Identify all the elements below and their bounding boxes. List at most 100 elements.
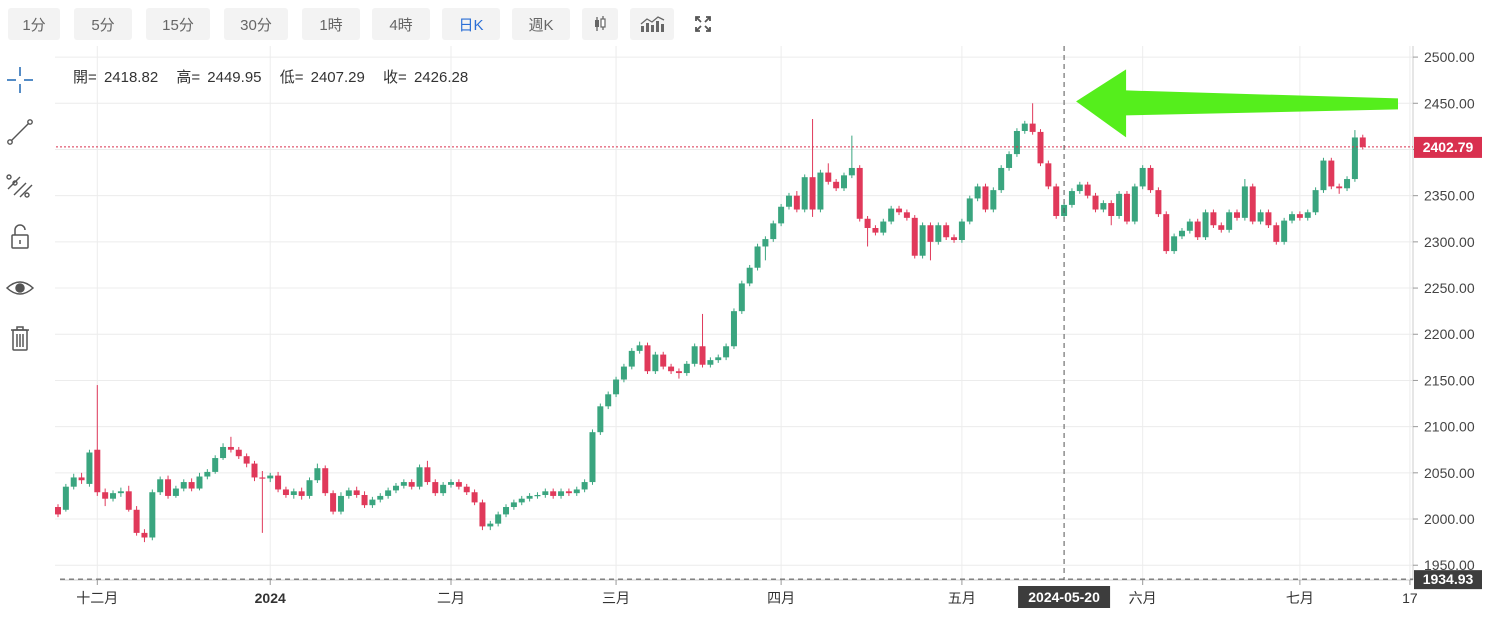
candle-up xyxy=(730,308,737,350)
candle-down xyxy=(943,222,950,241)
y-tick-label: 2450.00 xyxy=(1424,95,1475,111)
candle-down xyxy=(699,313,706,368)
candle-up xyxy=(440,482,447,496)
candle-up xyxy=(1006,151,1013,171)
candle-up xyxy=(990,187,997,213)
trash-icon[interactable] xyxy=(2,320,38,356)
candle-up xyxy=(998,165,1005,193)
candlestick-style-icon[interactable] xyxy=(582,8,618,40)
crosshair-icon[interactable] xyxy=(2,62,38,98)
candle-body xyxy=(503,507,510,515)
unlock-icon[interactable] xyxy=(2,218,38,254)
candle-down xyxy=(1336,183,1343,194)
timeframe-1min-button[interactable]: 1分 xyxy=(8,8,60,40)
candle-body xyxy=(1265,212,1272,226)
candle-body xyxy=(691,346,698,364)
candle-down xyxy=(1155,187,1162,217)
candle-body xyxy=(888,208,895,222)
candles xyxy=(55,103,1366,543)
candle-body xyxy=(880,221,887,233)
candle-body xyxy=(675,371,682,374)
candle-down xyxy=(1123,191,1130,225)
candle-body xyxy=(762,239,769,247)
candle-down xyxy=(1163,211,1170,254)
candle-body xyxy=(785,195,792,207)
candle-up xyxy=(581,479,588,493)
x-tick-label: 17 xyxy=(1402,590,1418,606)
candle-body xyxy=(644,345,651,372)
candle-up xyxy=(974,183,981,202)
x-tick-label: 十二月 xyxy=(76,590,118,606)
close-value: 2426.28 xyxy=(414,69,468,86)
timeframe-15min-button[interactable]: 15分 xyxy=(146,8,210,40)
candle-up xyxy=(605,391,612,410)
candle-down xyxy=(141,529,148,543)
candle-body xyxy=(856,167,863,219)
candle-up xyxy=(1186,218,1193,234)
timeframe-30min-button[interactable]: 30分 xyxy=(224,8,288,40)
candle-body xyxy=(573,489,580,494)
low-label: 低= xyxy=(280,69,304,86)
candle-down xyxy=(872,225,879,236)
candle-up xyxy=(558,488,565,499)
candle-down xyxy=(227,436,234,453)
y-tick-label: 2150.00 xyxy=(1424,372,1475,388)
candle-up xyxy=(754,243,761,271)
candle-body xyxy=(361,495,368,506)
open-value: 2418.82 xyxy=(104,69,158,86)
candle-body xyxy=(1312,190,1319,213)
candle-down xyxy=(1265,209,1272,229)
candle-body xyxy=(801,177,808,210)
candle-body xyxy=(94,449,101,493)
candle-down xyxy=(1029,103,1036,135)
candle-up xyxy=(652,351,659,374)
timeframe-daily-button[interactable]: 日K xyxy=(442,8,500,40)
candle-up xyxy=(746,264,753,287)
candle-up xyxy=(337,492,344,515)
candle-body xyxy=(110,493,117,499)
candle-body xyxy=(1068,191,1075,205)
candle-up xyxy=(212,455,219,474)
fib-tools-icon[interactable] xyxy=(2,166,38,202)
candle-up xyxy=(636,341,643,354)
timeframe-weekly-button[interactable]: 週K xyxy=(512,8,570,40)
candle-body xyxy=(1100,203,1107,210)
candle-body xyxy=(172,488,179,496)
candle-body xyxy=(1210,212,1217,226)
candle-body xyxy=(927,225,934,242)
candle-body xyxy=(243,456,250,464)
candle-body xyxy=(620,366,627,380)
candle-up xyxy=(1171,233,1178,254)
candle-down xyxy=(1234,209,1240,221)
low-price-tag-label: 1934.93 xyxy=(1423,571,1474,587)
candle-body xyxy=(212,458,219,472)
candle-body xyxy=(227,446,234,450)
candle-body xyxy=(966,198,973,222)
x-tick-label: 2024 xyxy=(255,590,286,606)
trend-line-icon[interactable] xyxy=(2,114,38,150)
ohlc-readout: 開= 2418.82 高= 2449.95 低= 2407.29 收= 2426… xyxy=(73,69,468,86)
candle-body xyxy=(204,471,211,477)
candle-body xyxy=(943,225,950,238)
candle-down xyxy=(1092,192,1099,213)
candle-body xyxy=(1029,123,1036,132)
fullscreen-icon[interactable] xyxy=(684,8,722,40)
candle-body xyxy=(487,523,494,527)
eye-icon[interactable] xyxy=(2,270,38,306)
timeframe-4h-button[interactable]: 4時 xyxy=(372,8,430,40)
candle-down xyxy=(125,485,132,512)
x-tick-label: 五月 xyxy=(948,590,976,606)
timeframe-5min-button[interactable]: 5分 xyxy=(74,8,132,40)
candle-up xyxy=(1202,209,1209,241)
candle-body xyxy=(70,477,77,487)
candle-body xyxy=(668,366,675,372)
timeframe-1h-button[interactable]: 1時 xyxy=(302,8,360,40)
indicator-icon[interactable] xyxy=(630,8,674,40)
candle-up xyxy=(510,499,517,510)
y-tick-label: 2350.00 xyxy=(1424,188,1475,204)
candle-body xyxy=(306,480,313,496)
candle-up xyxy=(448,479,454,488)
candle-body xyxy=(62,486,69,510)
candle-down xyxy=(856,165,863,222)
